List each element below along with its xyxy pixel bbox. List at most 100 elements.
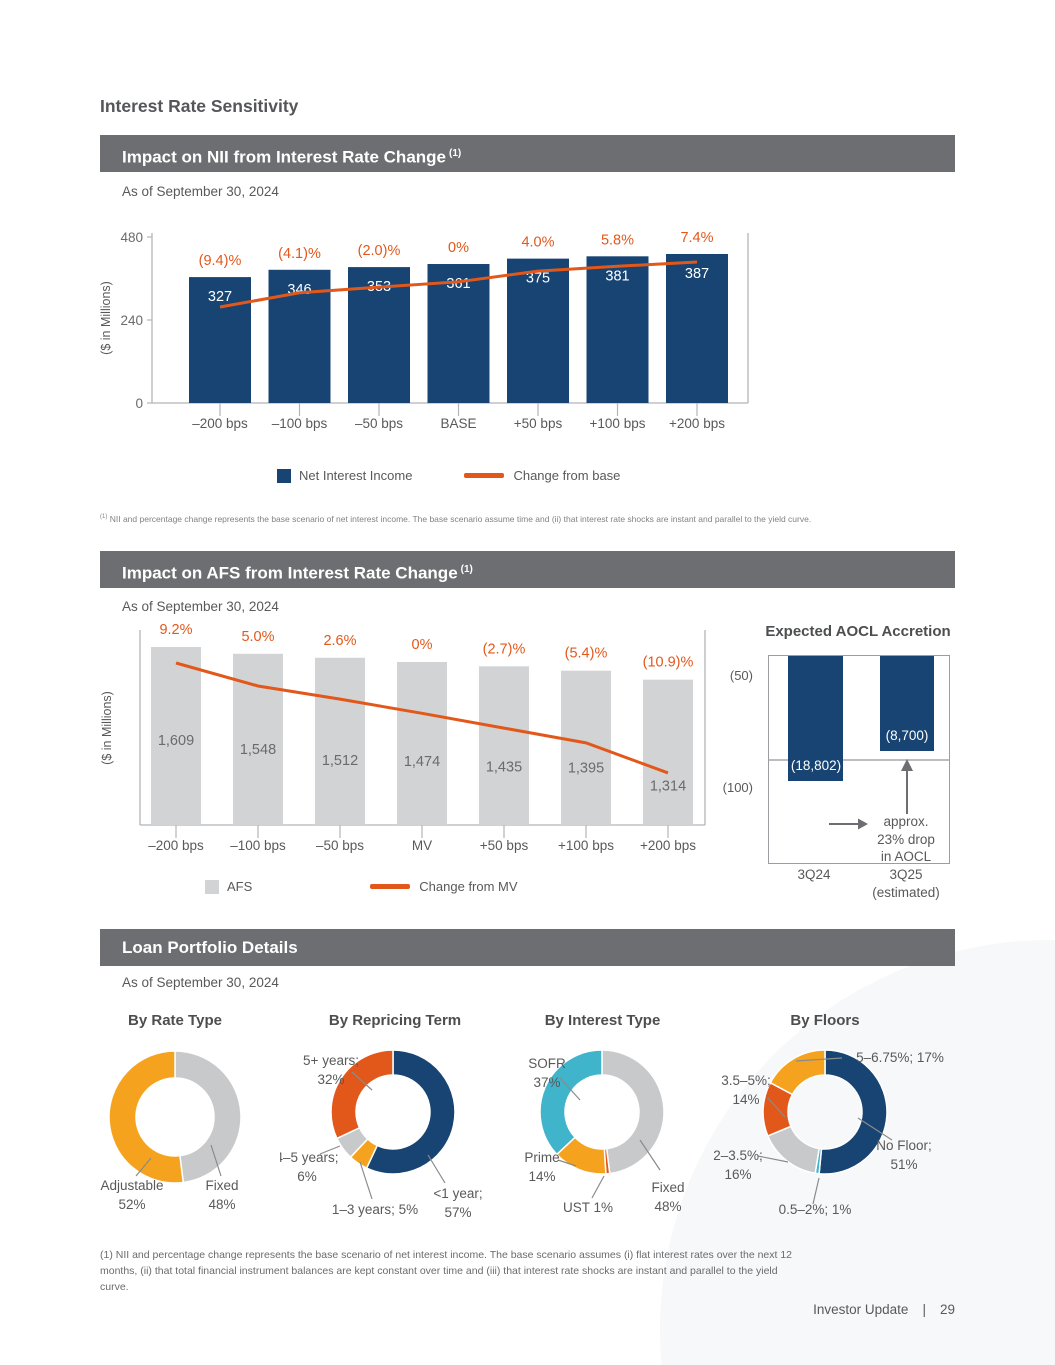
section-header-loans: Loan Portfolio Details bbox=[100, 929, 955, 966]
donut-leader-line bbox=[557, 1159, 577, 1167]
donut-slice-no-floor bbox=[818, 1049, 888, 1175]
bar bbox=[397, 661, 447, 825]
donut-leader-line bbox=[795, 1057, 843, 1062]
bar-value-label: 1,435 bbox=[486, 759, 522, 775]
donut-slice-label: Prime 14% bbox=[524, 1150, 559, 1184]
bar bbox=[586, 256, 649, 403]
aocl-plot-box: (18,802) (8,700) approx. 23% drop in AOC… bbox=[768, 655, 950, 864]
nii-bar-line-chart: 480 240 0 ($ in Millions) –200 bps 327 (9.4)% –… bbox=[99, 230, 749, 431]
category-label: +200 bps bbox=[640, 838, 696, 853]
section-header-nii-sup: (1) bbox=[449, 148, 462, 159]
category-label: BASE bbox=[440, 416, 476, 431]
bar bbox=[479, 666, 529, 825]
category-label: –100 bps bbox=[272, 416, 328, 431]
donut-leader-line bbox=[757, 1155, 789, 1163]
aocl-zero-line bbox=[769, 759, 949, 761]
donut-by-repricing-term: By Repricing Term <1 year; 57% 1–3 years; … bbox=[275, 1012, 510, 1260]
bar-value-label: 381 bbox=[605, 268, 629, 284]
category-label: +100 bps bbox=[590, 416, 646, 431]
pct-change-label: (9.4)% bbox=[199, 253, 242, 269]
aocl-arrows bbox=[829, 759, 913, 830]
donut-chart-rate-type: Fixed 48% Adjustable 52% bbox=[100, 1050, 242, 1212]
donut-title-interest-type: By Interest Type bbox=[544, 1012, 661, 1029]
pct-change-label: 2.6% bbox=[323, 633, 356, 649]
donut-slice-5-years bbox=[330, 1049, 394, 1140]
aocl-title: Expected AOCL Accretion bbox=[765, 623, 951, 640]
donut-slice-label: 2–3.5%; 16% bbox=[713, 1148, 763, 1182]
as-of-date-loans: As of September 30, 2024 bbox=[122, 975, 279, 990]
category-label: –100 bps bbox=[230, 838, 286, 853]
section-header-afs-text: Impact on AFS from Interest Rate Change bbox=[122, 563, 458, 583]
donut-slice-label: Fixed 48% bbox=[651, 1180, 684, 1214]
donut-by-floors: By Floors No Floor; 51% 0.5–2%; 1% 2–3.5%; 1… bbox=[700, 1012, 950, 1260]
nii-footnote: (1) NII and percentage change represents… bbox=[100, 514, 960, 524]
section-header-loans-text: Loan Portfolio Details bbox=[122, 938, 298, 957]
section-header-nii: Impact on NII from Interest Rate Change(… bbox=[100, 135, 955, 172]
aocl-annotation: approx. 23% drop in AOCL bbox=[859, 813, 953, 866]
donut-chart-floors: No Floor; 51% 0.5–2%; 1% 2–3.5%; 16% 3.5–5%; 1… bbox=[713, 1049, 944, 1217]
bar bbox=[427, 264, 490, 403]
legend-swatch-square bbox=[205, 879, 219, 894]
change-line bbox=[219, 260, 698, 309]
afs-bar-line-chart: ($ in Millions) –200 bps 1,609 9.2% –100 bps… bbox=[100, 622, 706, 853]
aocl-accretion-panel: Expected AOCL Accretion (50) (100) (18,8… bbox=[715, 620, 965, 915]
footer-divider: | bbox=[922, 1302, 926, 1317]
donut-slice-label: UST 1% bbox=[563, 1200, 613, 1215]
bar-value-label: 1,548 bbox=[240, 742, 276, 758]
donut-slice-label: 0.5–2%; 1% bbox=[779, 1202, 852, 1217]
aocl-bar-3q24 bbox=[788, 656, 843, 781]
legend-label: Net Interest Income bbox=[299, 468, 413, 483]
pct-change-label: (4.1)% bbox=[278, 246, 321, 262]
category-label: +50 bps bbox=[514, 416, 563, 431]
donut-leader-line bbox=[857, 1117, 893, 1141]
section-header-afs-sup: (1) bbox=[460, 564, 473, 575]
pct-change-label: (5.4)% bbox=[565, 646, 608, 662]
donut-leader-line bbox=[359, 1161, 373, 1200]
donut-by-rate-type: By Rate Type Fixed 48% Adjustable 52% bbox=[75, 1012, 275, 1260]
donut-slice-label: <1 year; 57% bbox=[433, 1186, 482, 1220]
bar bbox=[666, 254, 728, 403]
y-tick-label: 240 bbox=[120, 313, 143, 328]
aocl-annotation-line3: in AOCL bbox=[880, 849, 932, 865]
bar-value-label: 1,512 bbox=[322, 753, 358, 769]
page-title: Interest Rate Sensitivity bbox=[100, 96, 299, 116]
category-label: +50 bps bbox=[480, 838, 529, 853]
bar-value-label: 1,314 bbox=[650, 779, 686, 795]
pct-change-label: 9.2% bbox=[159, 622, 192, 638]
loans-footnote: (1) NII and percentage change represents… bbox=[100, 1249, 793, 1293]
footer-page-number: 29 bbox=[939, 1302, 955, 1317]
pct-change-label: 5.8% bbox=[601, 232, 634, 248]
aocl-xlabel-3q24: 3Q24 bbox=[797, 867, 831, 882]
pct-change-label: 0% bbox=[412, 637, 433, 653]
bar-value-label: 1,609 bbox=[158, 733, 194, 749]
pct-change-label: 0% bbox=[448, 240, 469, 256]
bar bbox=[315, 657, 365, 825]
section-header-nii-text: Impact on NII from Interest Rate Change bbox=[122, 147, 446, 167]
bar bbox=[507, 258, 569, 403]
donut-leader-line bbox=[135, 1157, 152, 1177]
donut-slice-label: 1–3 years; 5% bbox=[332, 1202, 418, 1217]
bar bbox=[151, 647, 201, 825]
category-label: –200 bps bbox=[148, 838, 204, 853]
donut-leader-line bbox=[427, 1154, 446, 1184]
pct-change-label: (10.9)% bbox=[643, 655, 694, 671]
donut-by-interest-type: By Interest Type Fixed 48% UST 1% Prime 14% S… bbox=[490, 1012, 715, 1260]
right-arrow-head bbox=[858, 818, 868, 830]
donut-slice-label: Adjustable 52% bbox=[100, 1178, 163, 1212]
y-tick-label: 480 bbox=[120, 230, 143, 245]
aocl-bar-3q25-value: (8,700) bbox=[885, 728, 929, 743]
donut-title-floors: By Floors bbox=[790, 1012, 860, 1029]
page-footer: Investor Update | 29 bbox=[813, 1302, 955, 1317]
pct-change-label: 5.0% bbox=[241, 629, 274, 645]
legend-swatch-line bbox=[370, 884, 411, 889]
aocl-annotation-line2: 23% drop bbox=[877, 831, 935, 847]
bar-value-label: 1,395 bbox=[568, 761, 604, 777]
category-label: MV bbox=[412, 838, 432, 853]
donut-slice-label: SOFR 37% bbox=[528, 1056, 566, 1090]
pct-change-label: 4.0% bbox=[521, 235, 554, 251]
nii-chart-legend: Net Interest Income Change from base bbox=[277, 468, 620, 483]
aocl-bar-3q25 bbox=[880, 656, 934, 751]
y-axis-title: ($ in Millions) bbox=[100, 691, 114, 765]
legend-item: Change from base bbox=[464, 468, 620, 483]
